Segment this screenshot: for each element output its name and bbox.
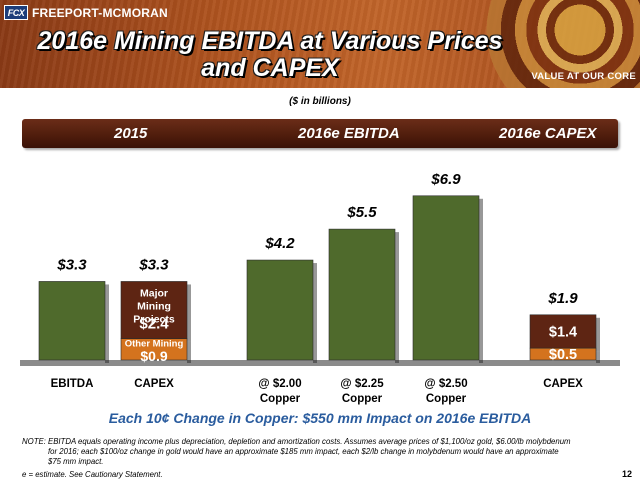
segment-sublabel: Major [140, 287, 168, 299]
bar-segment [120, 281, 188, 339]
segment-value-label: $2.4 [139, 316, 169, 333]
footnote-line-2: for 2016; each $100/oz change in gold wo… [48, 447, 559, 456]
bar-total-label: $3.3 [56, 256, 87, 273]
footnote: NOTE: EBITDA equals operating income plu… [22, 437, 602, 467]
bar-shadow [596, 317, 600, 352]
category-label: EBITDA [51, 378, 94, 390]
bar-segment [412, 195, 480, 361]
category-label: @ $2.00 [258, 378, 301, 390]
category-label: Copper [260, 393, 301, 405]
bar-shadow [395, 232, 399, 363]
bar-segment [328, 228, 396, 361]
bar-segment [529, 314, 597, 349]
logo-text: FREEPORT-MCMORAN [32, 5, 168, 20]
segment-sublabel: Mining [137, 300, 171, 312]
bar-shadow [105, 284, 109, 363]
tagline: VALUE AT OUR CORE [531, 71, 636, 82]
bar-segment [246, 259, 314, 361]
segment-value-label: $0.9 [140, 348, 167, 364]
bar-total-label: $4.2 [264, 235, 295, 252]
units-label: ($ in billions) [289, 96, 351, 107]
bar-total-label: $3.3 [138, 256, 169, 273]
bar-shadow [313, 263, 317, 363]
band-label-ebitda: 2016e EBITDA [298, 125, 400, 142]
category-label: @ $2.25 [340, 378, 384, 390]
chart-baseline [20, 360, 620, 366]
bar-total-label: $5.5 [346, 204, 377, 221]
bar-chart: $3.3 EBITDA Other Mining$0.9 MajorMiningPro… [20, 171, 620, 405]
bar-shadow [479, 198, 483, 363]
segment-sublabel: Projects [133, 313, 175, 325]
segment-value-label: $1.4 [549, 324, 577, 340]
bar-shadow [187, 341, 191, 363]
company-logo: FCX FREEPORT-MCMORAN [4, 5, 168, 20]
category-label: Copper [342, 393, 383, 405]
category-label: @ $2.50 [424, 378, 467, 390]
bar-total-label: $6.9 [430, 171, 461, 188]
band-label-capex: 2016e CAPEX [499, 125, 597, 142]
slide-title: 2016e Mining EBITDA at Various Prices an… [0, 28, 540, 82]
title-line-1: 2016e Mining EBITDA at Various Prices [37, 27, 503, 55]
segment-value-label: $0.5 [549, 347, 577, 363]
section-header-band: 2015 2016e EBITDA 2016e CAPEX [22, 119, 618, 148]
estimate-note: e = estimate. See Cautionary Statement. [22, 470, 163, 479]
bar-shadow [187, 284, 191, 342]
footnote-line-3: $75 mm impact. [48, 457, 104, 466]
category-label: CAPEX [134, 378, 174, 390]
category-label: Copper [426, 393, 467, 405]
footnote-line-1: NOTE: EBITDA equals operating income plu… [22, 437, 571, 446]
page-number: 12 [621, 469, 632, 479]
slide-header: FCX FREEPORT-MCMORAN 2016e Mining EBITDA… [0, 0, 640, 88]
bar-segment [38, 281, 106, 361]
category-label: CAPEX [543, 378, 583, 390]
logo-mark-icon: FCX [4, 5, 28, 20]
segment-sublabel: Other Mining [125, 339, 184, 350]
decorative-rings-graphic [480, 0, 640, 88]
band-label-2015: 2015 [114, 125, 148, 142]
title-line-2: and CAPEX [201, 54, 339, 82]
copper-sensitivity-callout: Each 10¢ Change in Copper: $550 mm Impac… [108, 410, 532, 426]
bar-shadow [596, 351, 600, 363]
bar-total-label: $1.9 [547, 290, 578, 307]
